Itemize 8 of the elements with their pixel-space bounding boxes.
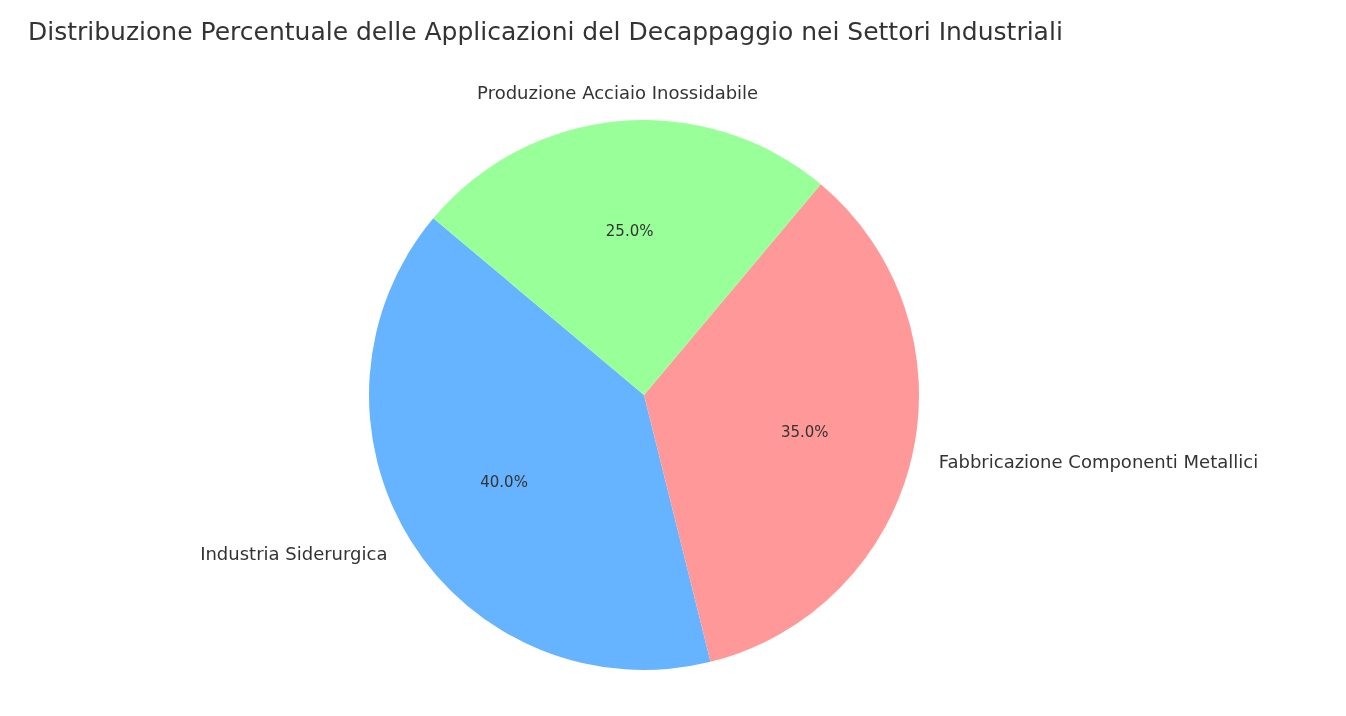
pie-slice [433, 120, 821, 395]
data-label: 40.0% [480, 473, 528, 492]
data-label: 25.0% [605, 221, 654, 240]
data-label: 35.0% [780, 423, 829, 442]
slice-label: Industria Siderurgica [200, 543, 388, 565]
chart-title: Distribuzione Percentuale delle Applicazioni del Decappaggio nei Settori Industriali [28, 16, 1063, 46]
slice-label: Produzione Acciaio Inossidabile [477, 81, 759, 103]
slice-label: Fabbricazione Componenti Metallici [938, 451, 1259, 473]
